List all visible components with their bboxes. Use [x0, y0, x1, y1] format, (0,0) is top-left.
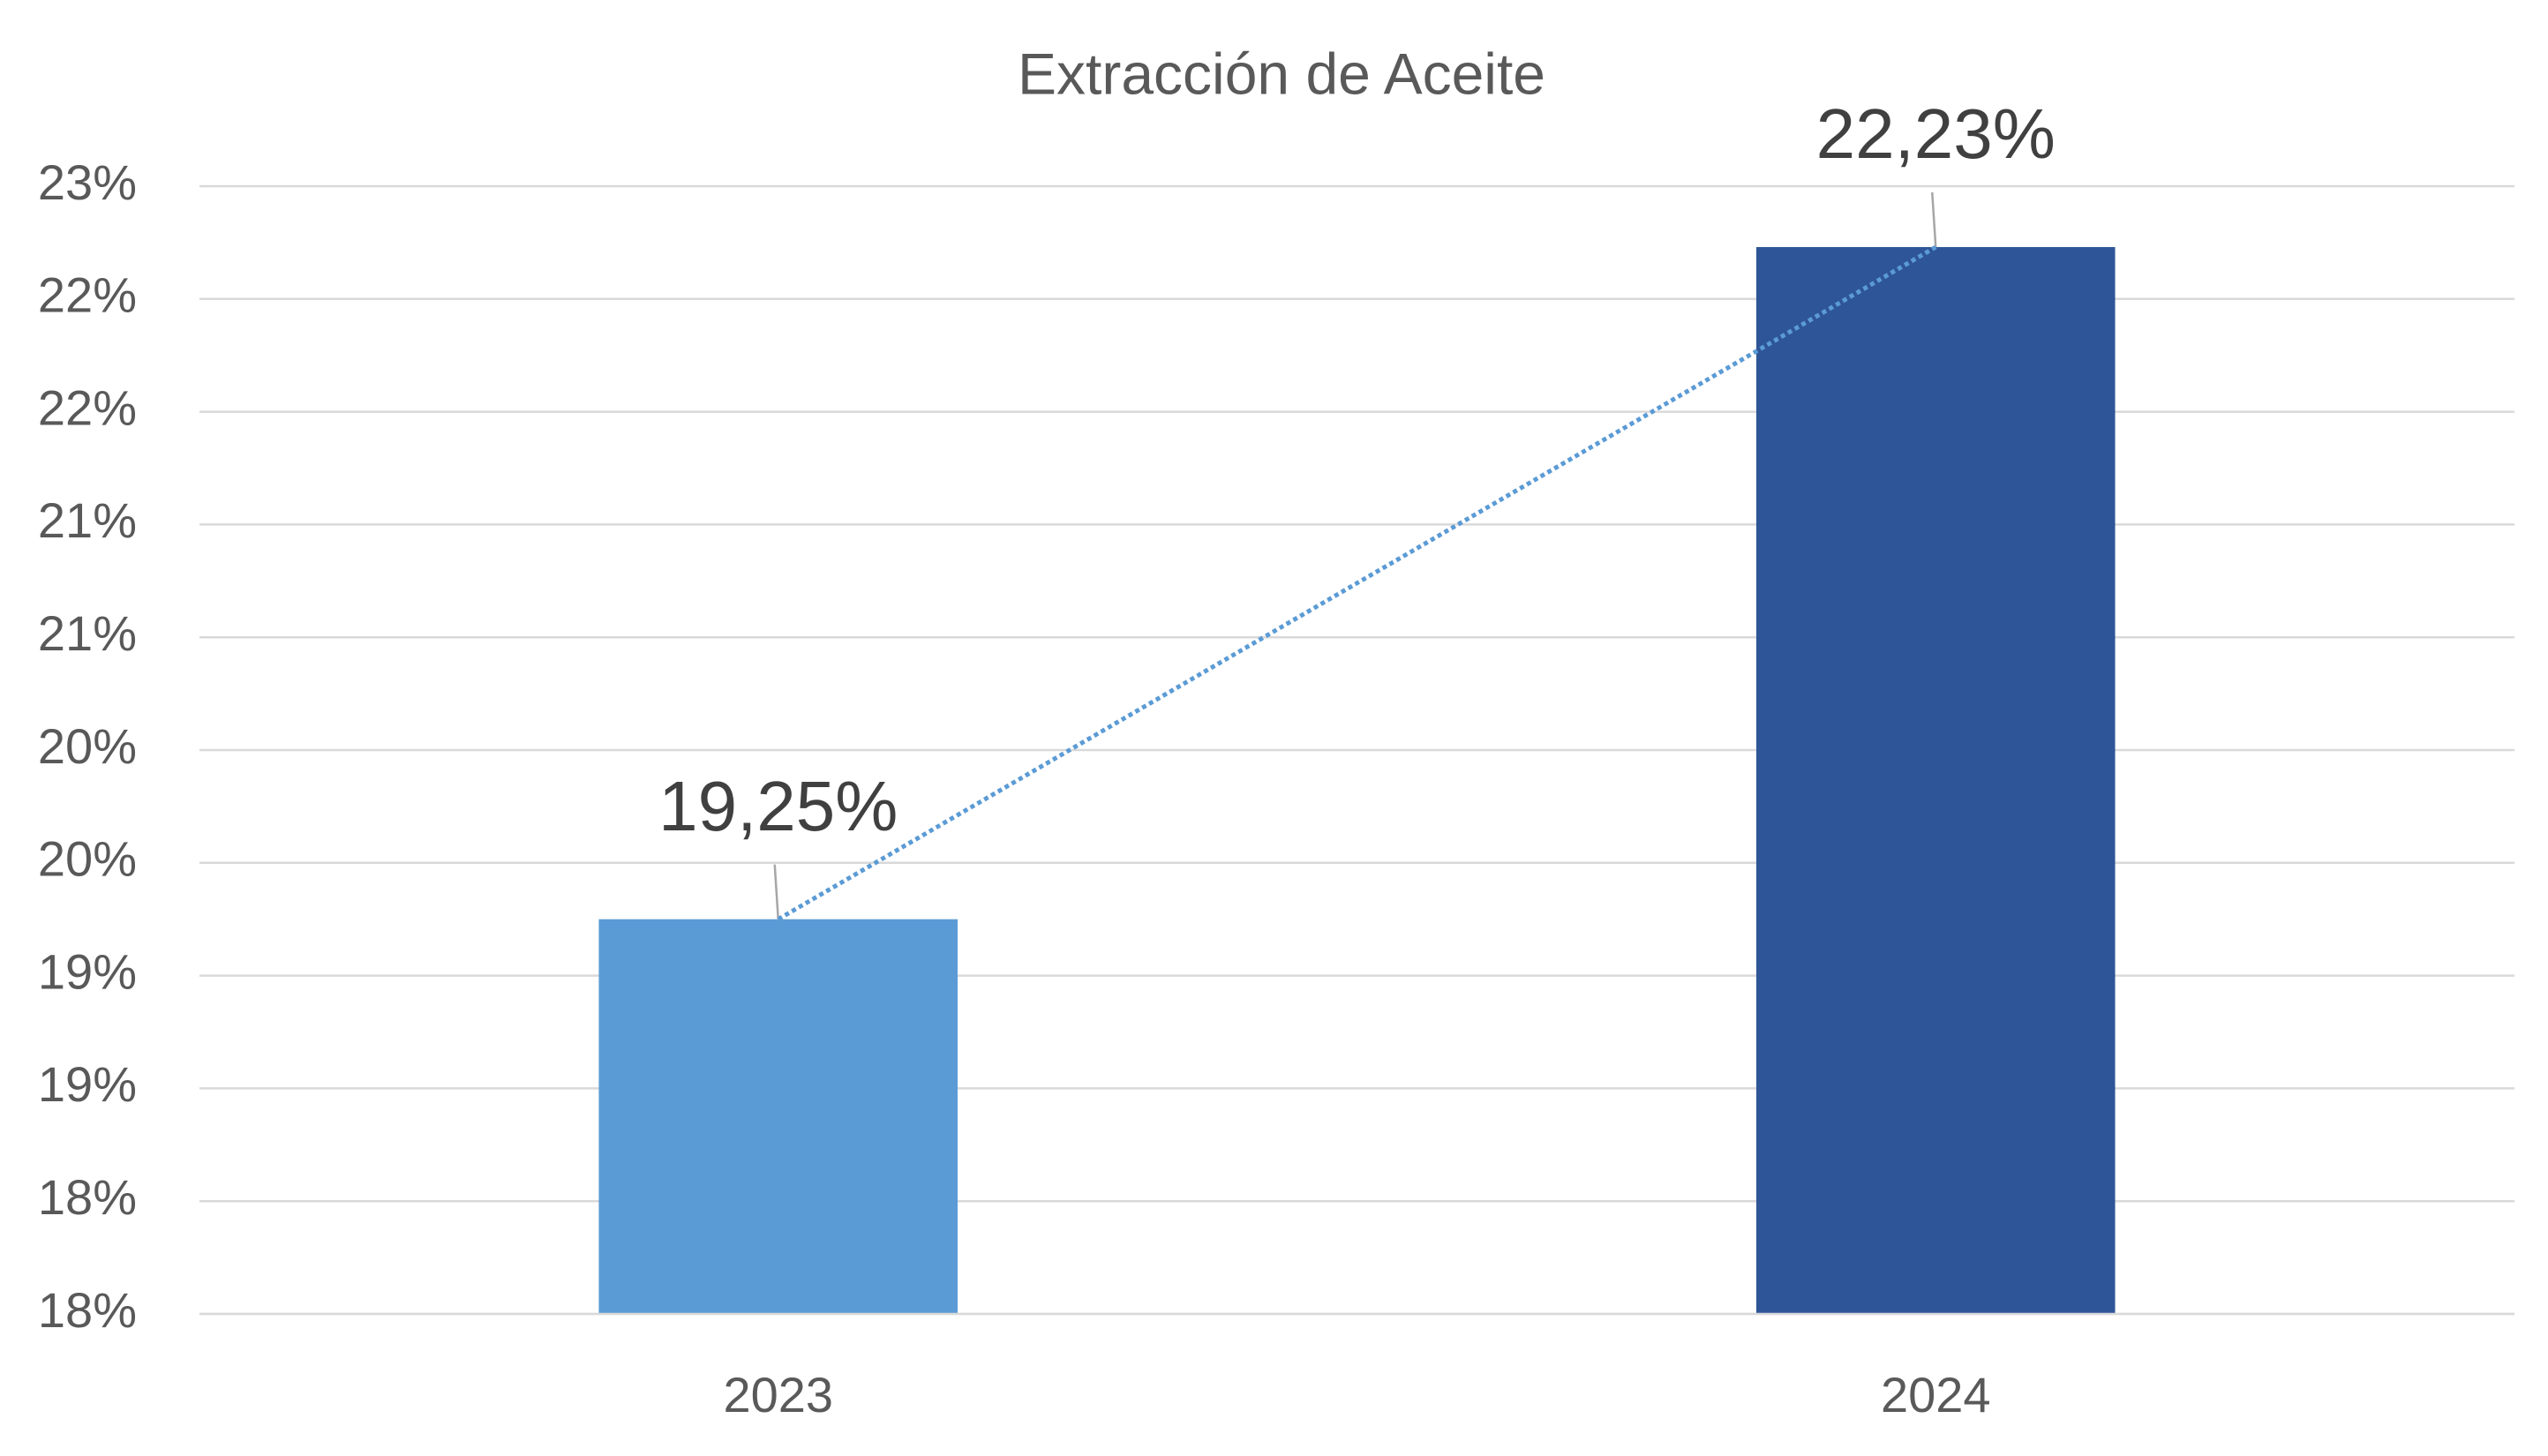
- y-tick-label: 20%: [38, 831, 137, 887]
- trendline: [777, 244, 1937, 921]
- label-leader: [773, 864, 779, 919]
- y-tick-label: 19%: [38, 943, 137, 999]
- y-tick-label: 18%: [38, 1169, 137, 1225]
- x-tick-label: 2023: [723, 1367, 833, 1422]
- data-label: 19,25%: [658, 767, 898, 845]
- label-leader: [1931, 191, 1937, 248]
- y-tick-label: 22%: [38, 379, 137, 435]
- data-label: 22,23%: [1816, 94, 2056, 173]
- chart-title: Extracción de Aceite: [1018, 41, 1545, 106]
- y-tick-label: 21%: [38, 492, 137, 548]
- y-tick-label: 18%: [38, 1282, 137, 1338]
- y-tick-label: 20%: [38, 718, 137, 774]
- x-tick-label: 2024: [1881, 1367, 1991, 1422]
- y-tick-label: 23%: [38, 154, 137, 210]
- bar: [598, 919, 958, 1314]
- y-tick-label: 22%: [38, 267, 137, 323]
- bar: [1755, 247, 2116, 1315]
- y-tick-label: 21%: [38, 605, 137, 661]
- y-tick-label: 19%: [38, 1056, 137, 1112]
